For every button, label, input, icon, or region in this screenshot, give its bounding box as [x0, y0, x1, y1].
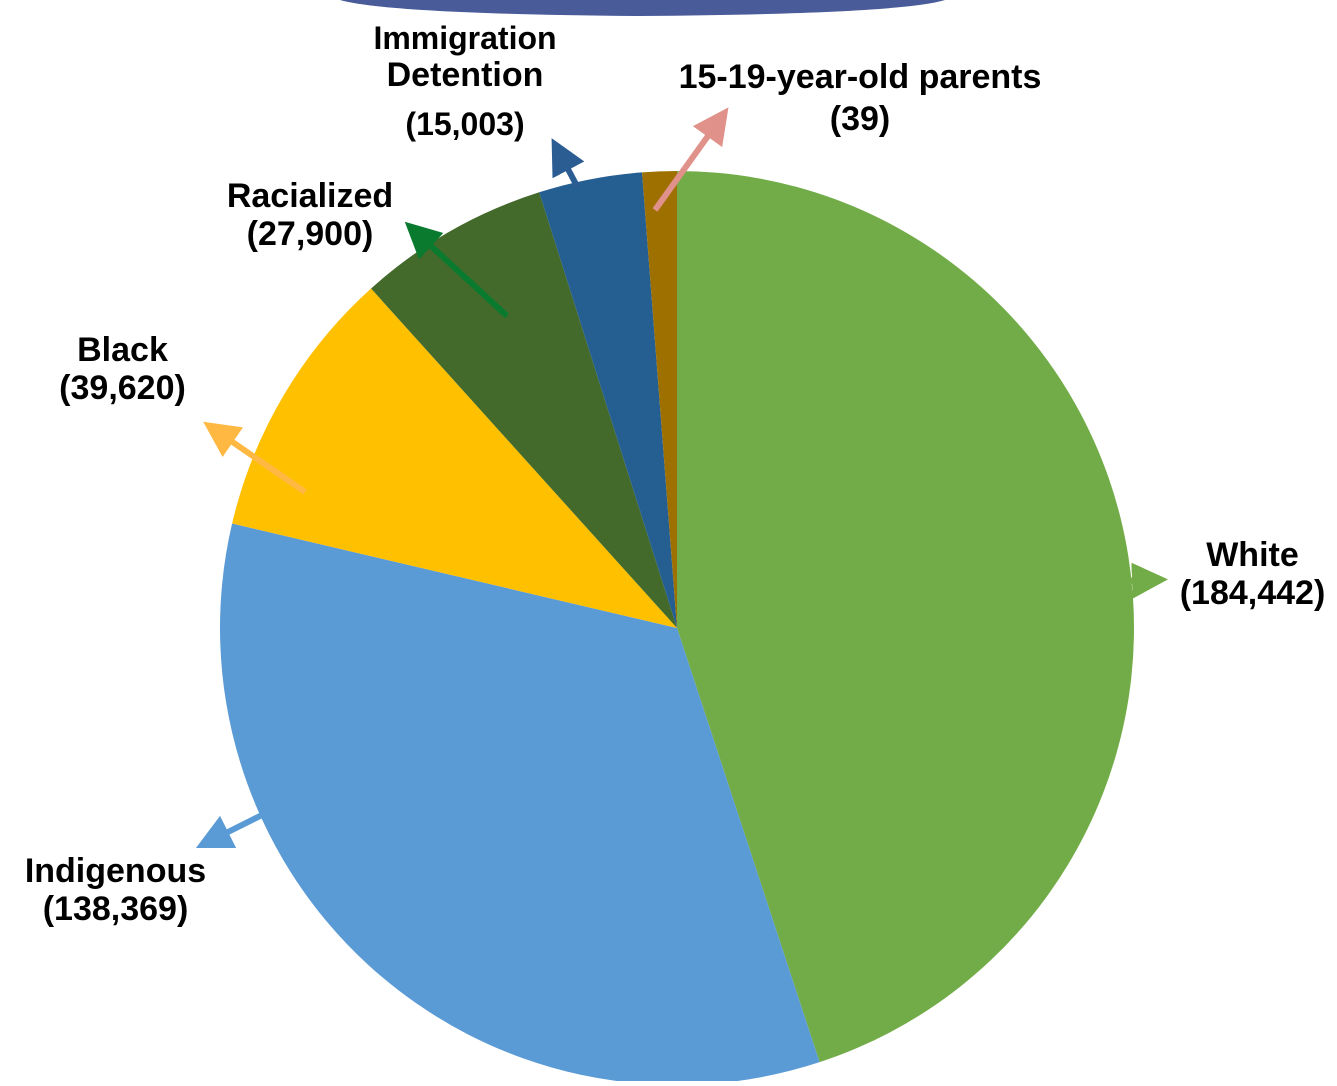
- label-racialized-line2: (27,900): [246, 215, 374, 253]
- label-white-line1: White: [1206, 536, 1299, 574]
- label-parents: 15-19-year-old parents (39): [640, 58, 1080, 138]
- leader-arrow-parents: [652, 107, 729, 212]
- leader-arrow-black: [203, 421, 307, 495]
- label-black-line2: (39,620): [59, 369, 186, 407]
- label-black-line1: Black: [77, 331, 168, 369]
- leader-arrow-immigration: [551, 138, 585, 190]
- label-indigenous: Indigenous (138,369): [8, 852, 223, 928]
- leader-arrow-indigenous: [195, 809, 270, 849]
- label-parents-line1: 15-19-year-old parents: [678, 58, 1042, 96]
- label-immigration-line1b: Detention: [386, 56, 544, 94]
- label-immigration: Immigration Detention (15,003): [352, 20, 578, 142]
- label-white: White (184,442): [1170, 536, 1335, 612]
- leader-arrow-racialized: [404, 221, 510, 319]
- label-immigration-line1: Immigration: [373, 20, 557, 56]
- label-racialized-line1: Racialized: [226, 177, 394, 215]
- leader-arrow-white: [956, 562, 1168, 599]
- pie-slice-black: [232, 288, 677, 628]
- label-immigration-line2: (15,003): [405, 106, 525, 142]
- top-banner-shape: [340, 0, 945, 16]
- label-racialized: Racialized (27,900): [205, 177, 415, 253]
- pie-slice-white: [677, 171, 1135, 1063]
- label-indigenous-line1: Indigenous: [24, 852, 207, 890]
- pie-slice-racialized: [371, 192, 677, 628]
- label-white-line2: (184,442): [1179, 574, 1326, 612]
- label-parents-line2: (39): [829, 100, 891, 138]
- pie-slice-parents: [642, 171, 677, 628]
- pie-slice-indigenous: [220, 523, 820, 1086]
- label-indigenous-line2: (138,369): [42, 890, 189, 928]
- pie-slice-immigration: [539, 172, 677, 628]
- label-black: Black (39,620): [40, 331, 205, 407]
